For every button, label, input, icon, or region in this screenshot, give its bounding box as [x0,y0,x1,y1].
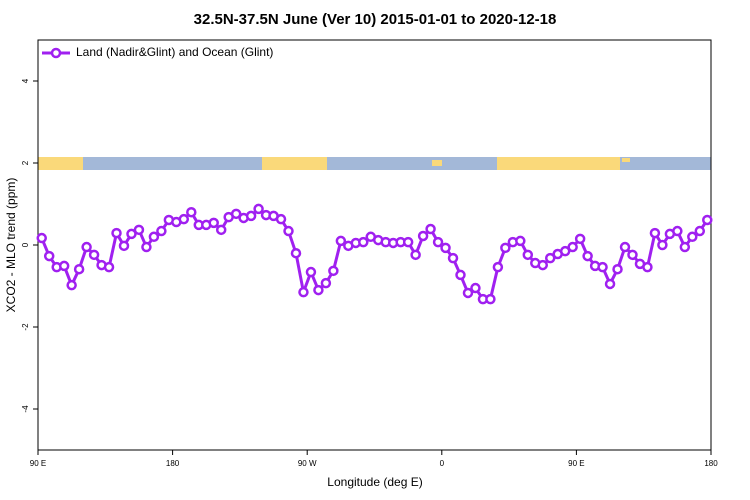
x-axis-label: Longitude (deg E) [327,475,422,489]
data-point [275,213,287,225]
data-point [679,241,691,253]
data-point [215,224,227,236]
data-point [283,225,294,237]
data-point [328,265,339,277]
y-tick-label: 4 [21,78,30,83]
data-point [567,241,578,253]
data-point [702,214,713,226]
data-point [81,241,92,253]
data-point [440,242,451,254]
plot-frame [37,39,712,451]
data-point [470,282,481,294]
data-point [574,233,586,245]
data-point [320,277,332,289]
data-point [156,225,167,237]
data-point [537,259,548,271]
x-tick-label: 90 W [298,459,317,468]
data-point [687,231,698,243]
data-point [208,217,219,229]
y-tick-label: 2 [21,160,30,165]
data-point [410,249,421,261]
data-point [672,225,683,237]
data-point [604,278,616,290]
legend: Land (Nadir&Glint) and Ocean (Glint) [42,45,273,59]
data-point [103,261,115,273]
data-point [515,235,526,247]
data-point [500,242,511,254]
y-tick-label: -4 [21,405,30,413]
data-point [126,228,137,240]
data-point [43,250,55,262]
data-point [597,261,608,273]
legend-marker [50,47,62,59]
data-point [492,261,504,273]
data-point [402,236,414,248]
data-point [455,269,466,281]
land-ocean-strip [38,157,711,170]
data-point [694,225,706,237]
data-point [118,240,130,252]
data-point [186,206,197,218]
legend-label: Land (Nadir&Glint) and Ocean (Glint) [76,45,273,59]
x-tick-label: 90 E [568,459,584,468]
data-point [88,249,100,261]
y-axis-label: XCO2 - MLO trend (ppm) [4,178,18,313]
data-point [657,239,668,251]
data-point [58,260,70,272]
data-point [313,284,324,296]
data-point [432,236,444,248]
data-point [133,224,145,236]
data-point [612,263,623,275]
y-tick-label: 0 [21,242,30,247]
data-point [559,245,571,257]
data-point [66,279,77,291]
x-tick-label: 180 [166,459,180,468]
data-point [417,230,429,242]
data-point [36,232,47,244]
data-point [111,227,122,239]
data-point [485,293,496,305]
data-point [290,247,302,259]
data-point [642,261,653,273]
data-point [245,210,257,222]
data-point [447,252,459,264]
data-point [230,208,242,220]
data-point [462,287,474,299]
chart-title: 32.5N-37.5N June (Ver 10) 2015-01-01 to … [194,11,557,28]
data-point [298,286,309,298]
data-point [582,250,593,262]
data-point [305,266,317,278]
data-point [649,227,661,239]
y-tick-label: -2 [21,323,30,331]
data-point [358,236,369,248]
data-point [253,203,264,215]
x-tick-label: 90 E [30,459,46,468]
data-point [619,241,631,253]
x-tick-label: 180 [704,459,718,468]
data-point [148,231,160,243]
data-point [141,241,152,253]
x-tick-label: 0 [440,459,445,468]
data-point [522,249,534,261]
data-point [178,213,190,225]
data-point [335,235,347,247]
data-point [544,252,556,264]
data-point [73,263,85,275]
data-point [627,249,638,261]
data-point [425,223,436,235]
